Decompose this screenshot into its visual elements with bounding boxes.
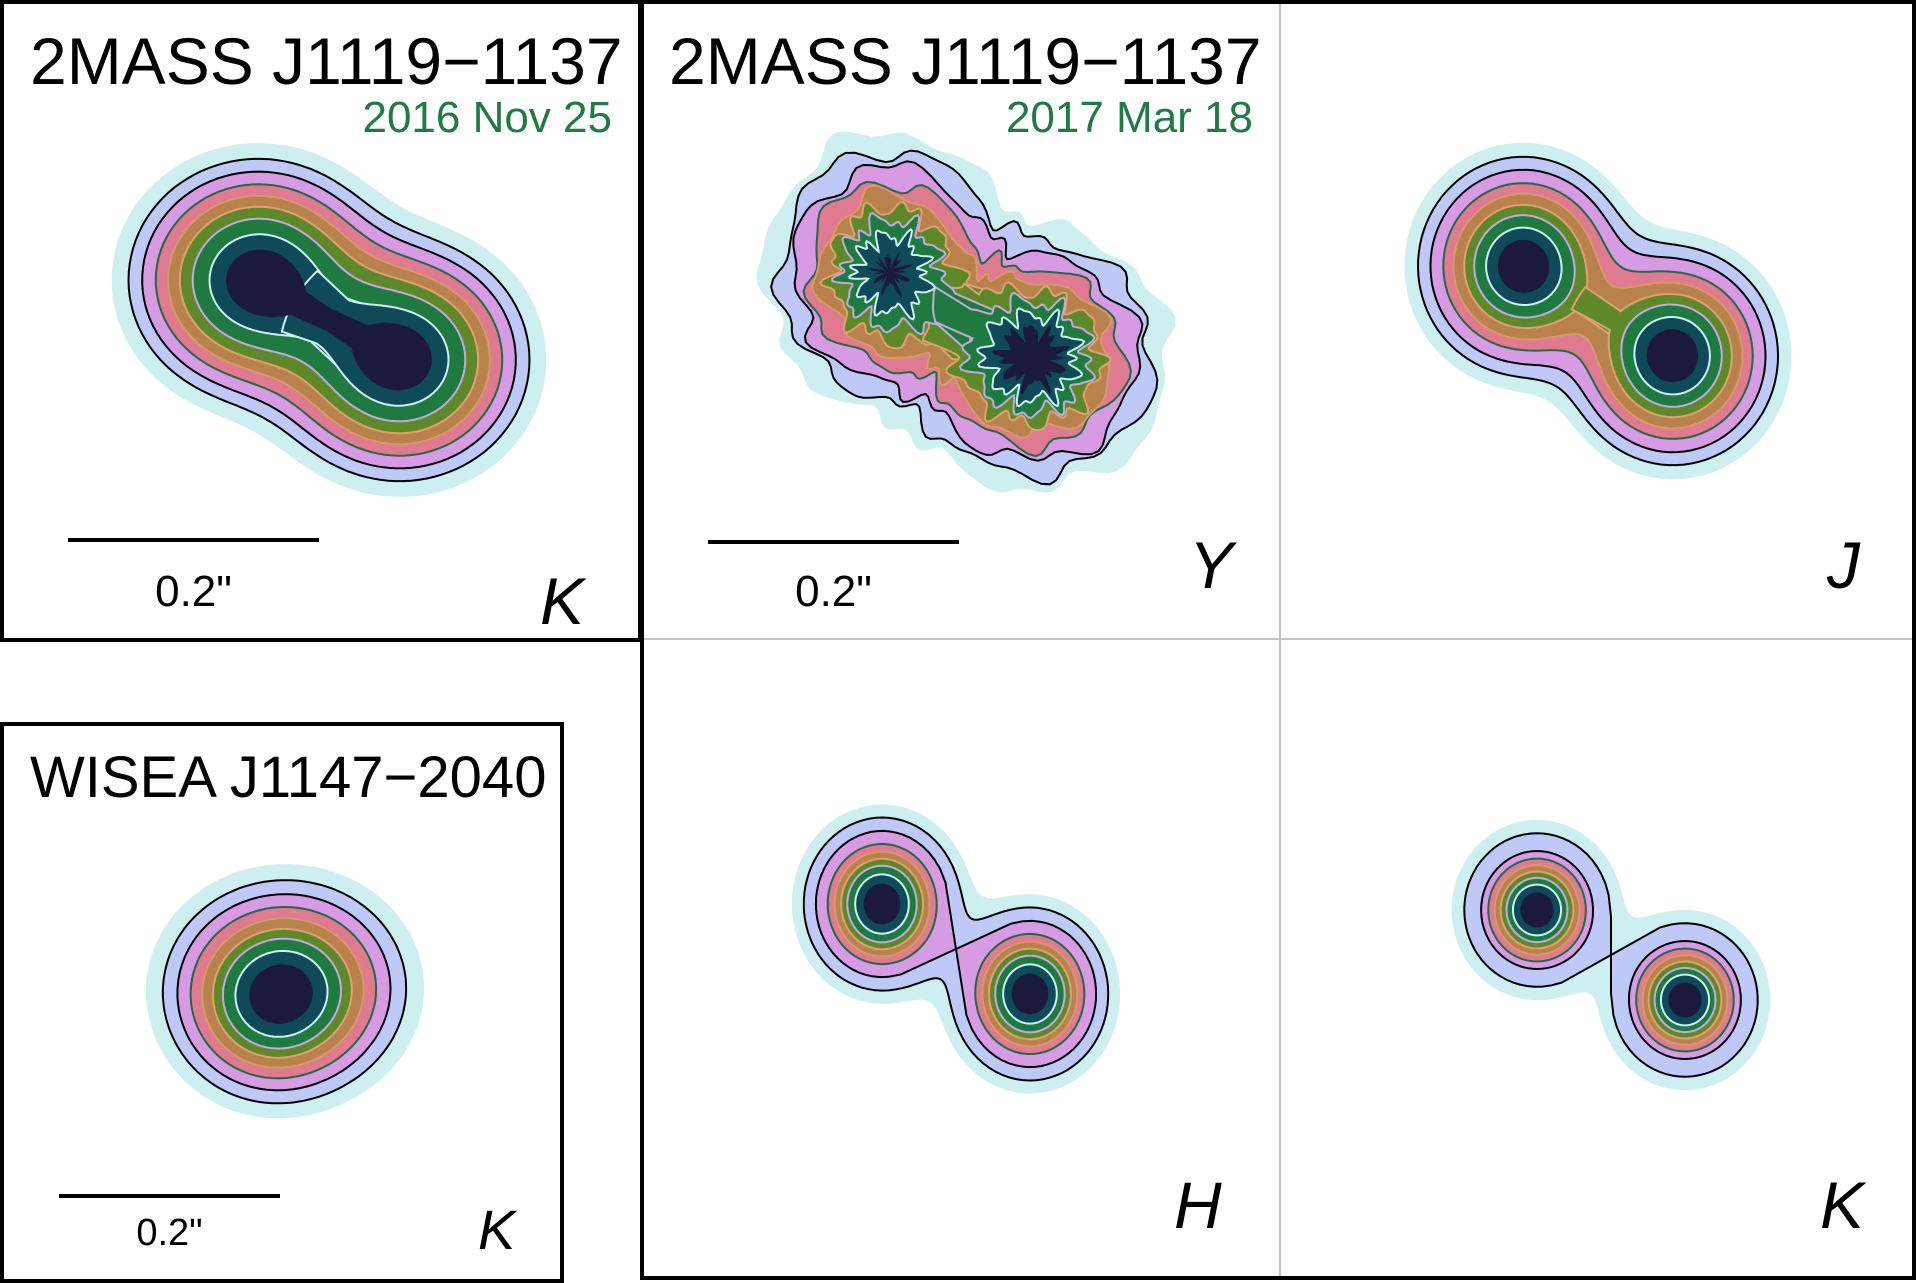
contour-level-core xyxy=(1497,239,1550,293)
panel-j1147-k: WISEA J1147−2040 0.2" K xyxy=(4,726,560,1279)
object-name: 2MASS J1119−1137 xyxy=(669,24,1262,98)
contour-level-core xyxy=(1668,982,1702,1018)
contour-level-core xyxy=(868,252,912,298)
contour-level-core xyxy=(991,325,1070,395)
contour-level-core xyxy=(1011,973,1049,1015)
contour-image-j1119-2016-k xyxy=(111,143,547,497)
observation-date: 2017 Mar 18 xyxy=(1005,93,1253,142)
scale-bar-label: 0.2" xyxy=(795,567,872,616)
object-name: 2MASS J1119−1137 xyxy=(30,24,623,98)
contour-level-core xyxy=(863,883,901,925)
scale-bar xyxy=(68,538,319,542)
band-label: J xyxy=(1827,528,1860,602)
scale-bar xyxy=(708,540,959,544)
contour-level-core xyxy=(249,964,313,1024)
scale-bar-label: 0.2" xyxy=(136,1212,203,1254)
band-label: K xyxy=(1820,1168,1865,1242)
contour-image-j1119-2017-j xyxy=(1404,142,1792,480)
panel-frame-j1119-2017 xyxy=(640,0,1916,1280)
panel-divider-horizontal xyxy=(644,638,1912,640)
panel-j1119-2017-y: 2MASS J1119−1137 2017 Mar 18 0.2" Y xyxy=(641,0,1279,638)
panel-frame-j1147 xyxy=(0,722,564,1283)
contour-image-j1119-2017-k xyxy=(1451,819,1771,1091)
contour-image-j1147-k xyxy=(146,864,424,1119)
panel-j1119-2017-j: J xyxy=(1281,4,1913,638)
contour-image-j1119-2017-h xyxy=(791,804,1121,1094)
band-label: H xyxy=(1174,1168,1222,1242)
band-label: K xyxy=(540,564,585,638)
contour-level-core xyxy=(287,288,432,391)
contour-level-core xyxy=(1646,329,1699,383)
contour-image-j1119-2017-y xyxy=(756,131,1176,493)
panel-j1119-2016-k: 2MASS J1119−1137 2016 Nov 25 0.2" K xyxy=(0,0,640,640)
panel-j1119-2017-h: H xyxy=(644,640,1279,1276)
contour-level-core xyxy=(1520,892,1554,928)
band-label: K xyxy=(478,1198,516,1261)
observation-date: 2016 Nov 25 xyxy=(362,93,612,142)
object-name: WISEA J1147−2040 xyxy=(30,745,547,810)
panel-divider-vertical xyxy=(1279,4,1281,1276)
scale-bar xyxy=(59,1194,280,1198)
band-label: Y xyxy=(1189,528,1234,602)
scale-bar-label: 0.2" xyxy=(155,567,232,616)
panel-j1119-2017-k: K xyxy=(1281,640,1913,1276)
